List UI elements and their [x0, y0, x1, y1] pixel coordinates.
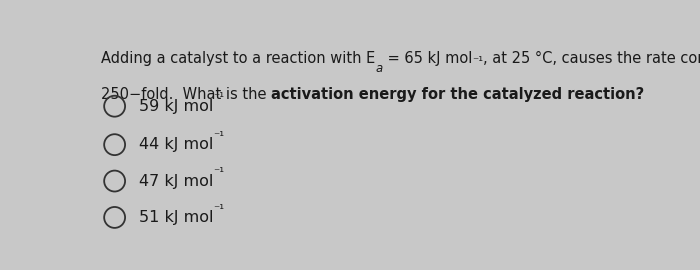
Point: [109, 143, 120, 147]
Text: 250−fold.  What is the: 250−fold. What is the: [101, 87, 271, 103]
Text: a: a: [375, 62, 383, 75]
Text: , at 25 °C, causes the rate constant to increase: , at 25 °C, causes the rate constant to …: [483, 51, 700, 66]
Text: activation energy for the catalyzed reaction?: activation energy for the catalyzed reac…: [271, 87, 645, 103]
Text: = 65 kJ mol: = 65 kJ mol: [383, 51, 472, 66]
Text: 59 kJ mol: 59 kJ mol: [139, 99, 214, 114]
Text: Adding a catalyst to a reaction with E: Adding a catalyst to a reaction with E: [101, 51, 375, 66]
Text: ⁻¹: ⁻¹: [214, 91, 225, 104]
Text: ⁻¹: ⁻¹: [472, 55, 483, 68]
Text: ⁻¹: ⁻¹: [214, 202, 225, 216]
Text: ⁻¹: ⁻¹: [214, 130, 225, 143]
Point: [109, 104, 120, 108]
Text: 47 kJ mol: 47 kJ mol: [139, 174, 214, 188]
Text: ⁻¹: ⁻¹: [214, 166, 225, 179]
Text: 44 kJ mol: 44 kJ mol: [139, 137, 214, 152]
Point: [109, 179, 120, 183]
Point: [109, 215, 120, 220]
Text: 51 kJ mol: 51 kJ mol: [139, 210, 214, 225]
